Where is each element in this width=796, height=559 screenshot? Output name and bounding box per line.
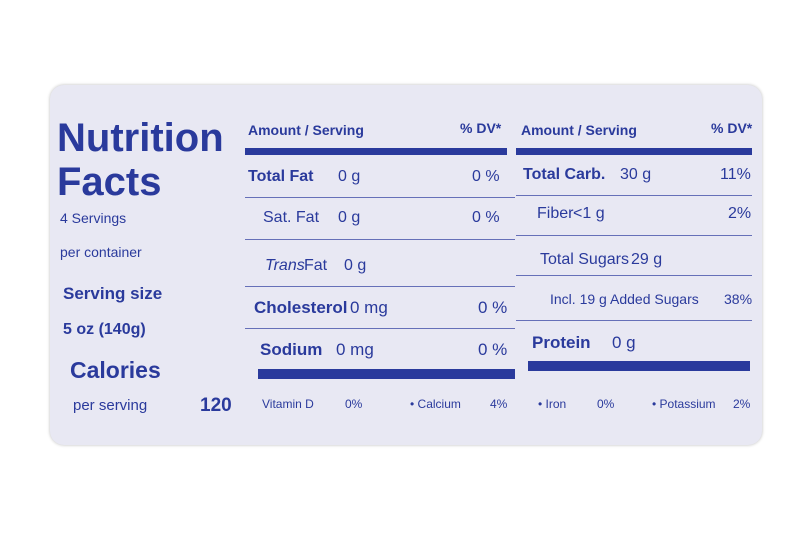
nutrient-cell: 0 g	[612, 333, 636, 352]
vitamin-name: • Calcium	[410, 397, 461, 411]
vitamin-value: 0%	[345, 397, 363, 411]
row-line	[245, 239, 515, 240]
calories-label: Calories	[70, 357, 161, 383]
row-line	[516, 235, 752, 236]
divider	[258, 369, 515, 379]
nutrient-cell: 29 g	[631, 251, 663, 268]
vitamin-value: 2%	[733, 397, 751, 411]
nutrient-cell: Total Fat	[248, 168, 314, 185]
nutrient-cell: 38%	[724, 291, 753, 307]
row-line	[516, 195, 752, 196]
nutrient-cell: Incl. 19 g	[550, 291, 607, 307]
column-header: Amount / Serving	[248, 122, 364, 138]
nutrient-cell: Protein	[532, 333, 591, 352]
nutrient-cell: 0 g	[344, 257, 367, 274]
title: Facts	[57, 160, 162, 204]
servings-unit: per container	[60, 244, 142, 260]
vitamin-name: • Iron	[538, 397, 567, 411]
vitamin-name: Vitamin D	[262, 397, 314, 411]
calories-unit: per serving	[73, 397, 148, 414]
row-line	[516, 275, 752, 276]
nutrient-cell: 0 g	[338, 209, 361, 226]
nutrient-cell: Trans	[265, 257, 305, 274]
nutrient-cell: 0 g	[338, 168, 361, 185]
nutrient-cell: 0 %	[472, 168, 500, 185]
nutrient-cell: 0 %	[472, 209, 500, 226]
row-line	[245, 197, 515, 198]
servings: 4 Servings	[60, 210, 127, 226]
nutrient-cell: Added Sugars	[610, 291, 699, 307]
nutrient-cell: <1 g	[573, 205, 605, 222]
nutrient-cell: 0 mg	[350, 298, 388, 317]
divider	[528, 361, 750, 371]
nutrient-cell: Sat. Fat	[263, 209, 320, 226]
nutrient-cell: 0 %	[478, 298, 508, 317]
column-header: % DV*	[460, 120, 502, 136]
nutrient-cell: Fat	[304, 257, 328, 274]
vitamin-value: 0%	[597, 397, 615, 411]
row-line	[245, 286, 515, 287]
row-line	[245, 328, 515, 329]
vitamin-name: • Potassium	[652, 397, 716, 411]
divider	[245, 148, 507, 155]
nutrient-cell: 2%	[728, 205, 752, 222]
nutrient-cell: Total Sugars	[540, 251, 629, 268]
row-line	[516, 320, 752, 321]
nutrient-cell: 30 g	[620, 166, 652, 183]
title: Nutrition	[57, 116, 224, 160]
label-panel	[50, 85, 762, 445]
nutrient-cell: Sodium	[260, 340, 323, 359]
divider	[516, 148, 752, 155]
nutrient-cell: Total Carb.	[523, 166, 606, 183]
vitamin-value: 4%	[490, 397, 508, 411]
nutrient-cell: Fiber	[537, 205, 574, 222]
column-header: Amount / Serving	[521, 122, 637, 138]
nutrient-cell: 11%	[720, 166, 751, 183]
nutrient-cell: Cholesterol	[254, 298, 348, 317]
nutrient-cell: 0 mg	[336, 340, 374, 359]
serving-size: 5 oz (140g)	[63, 321, 146, 338]
nutrient-cell: 0 %	[478, 340, 508, 359]
column-header: % DV*	[711, 120, 753, 136]
serving-size-label: Serving size	[63, 284, 163, 303]
calories: 120	[200, 395, 232, 416]
